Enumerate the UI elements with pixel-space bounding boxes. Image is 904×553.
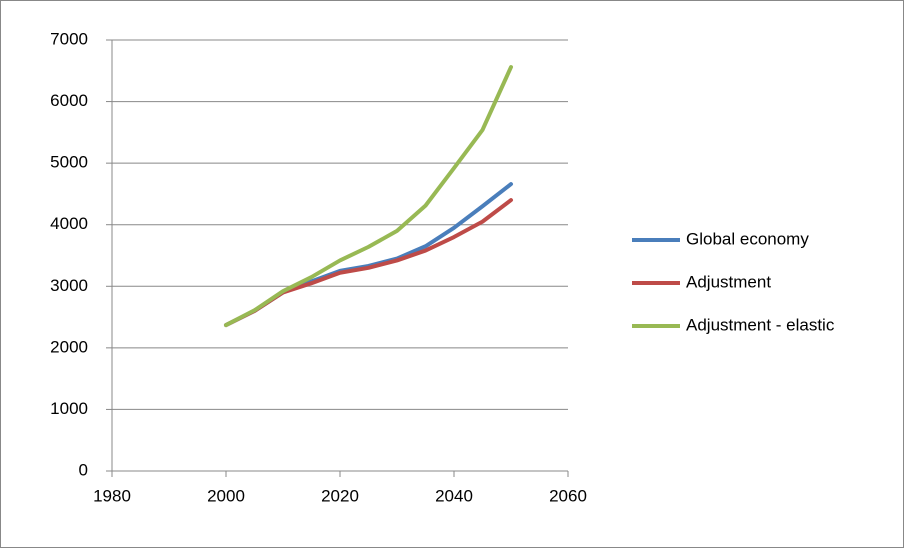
y-tick-label: 6000: [50, 91, 88, 110]
y-tick-label: 7000: [50, 29, 88, 48]
y-tick-label: 1000: [50, 399, 88, 418]
legend-label: Adjustment - elastic: [686, 315, 835, 334]
x-tick-label: 2040: [435, 486, 473, 505]
y-tick-label: 3000: [50, 276, 88, 295]
x-tick-label: 2000: [207, 486, 245, 505]
legend-label: Global economy: [686, 229, 809, 248]
series-line: [224, 65, 513, 328]
x-tick-label: 2020: [321, 486, 359, 505]
y-tick-label: 5000: [50, 153, 88, 172]
x-tick-label: 2060: [549, 486, 587, 505]
x-tick-label: 1980: [93, 486, 131, 505]
y-tick-label: 4000: [50, 214, 88, 233]
y-tick-label: 0: [79, 460, 88, 479]
y-tick-label: 2000: [50, 337, 88, 356]
legend-label: Adjustment: [686, 272, 771, 291]
